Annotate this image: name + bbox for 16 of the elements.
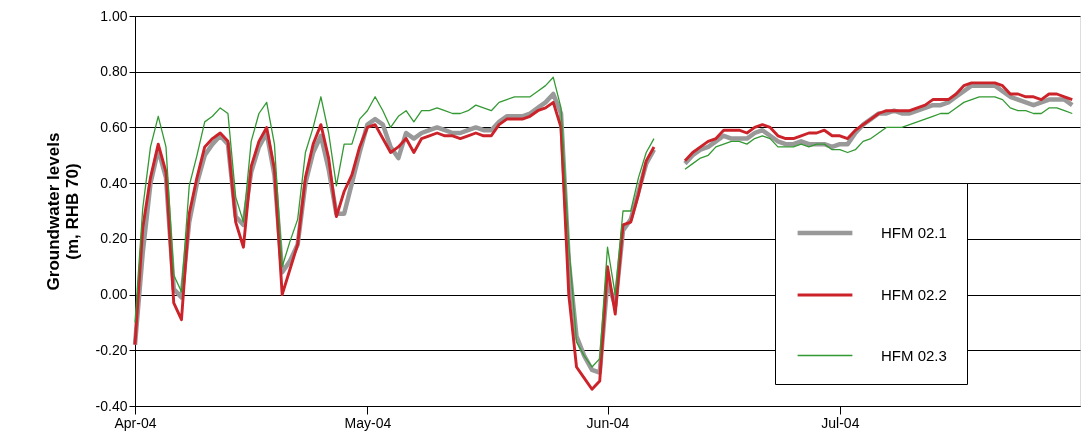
x-tick-label: Apr-04 — [114, 414, 157, 431]
y-tick-label: 1.00 — [100, 7, 128, 24]
x-tick-label: May-04 — [344, 414, 392, 431]
y-tick-label: 0.20 — [100, 230, 128, 247]
y-tick-label: 0.00 — [100, 286, 128, 303]
legend-label: HFM 02.3 — [881, 346, 947, 364]
y-tick-label: 0.40 — [100, 174, 128, 191]
x-tick-label: Jun-04 — [586, 414, 630, 431]
y-tick-label: -0.40 — [95, 397, 128, 414]
legend-label: HFM 02.1 — [881, 224, 947, 241]
legend-label: HFM 02.2 — [881, 286, 947, 303]
y-tick-label: 0.60 — [100, 118, 128, 135]
x-tick-label: Jul-04 — [821, 414, 860, 431]
y-tick-label: 0.80 — [100, 63, 128, 80]
y-tick-label: -0.20 — [95, 341, 128, 358]
y-axis-title: Groundwater levels (m, RHB 70) — [43, 132, 82, 291]
